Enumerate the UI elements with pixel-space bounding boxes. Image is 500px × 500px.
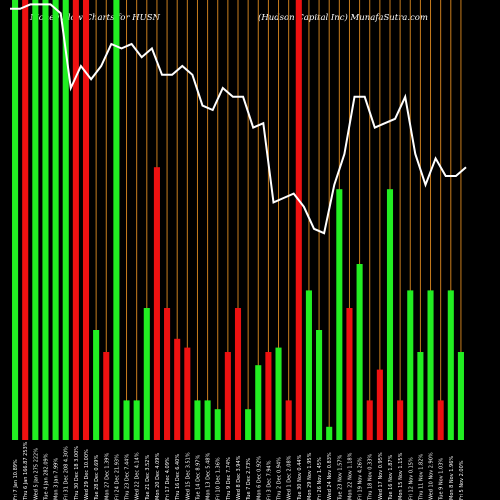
- x-tick-label: Tue 4 Jan 282.09%: [43, 453, 49, 500]
- x-tick-label: Thu 23 Dec 7.44%: [125, 454, 131, 500]
- x-tick-label: Wed 10 Nov 2.90%: [429, 452, 435, 500]
- money-flow-bar: [356, 264, 363, 440]
- money-flow-bar: [153, 167, 160, 440]
- x-tick-label: Mon 29 Nov 1.95%: [307, 452, 313, 500]
- x-tick-label: Thu 16 Dec 6.40%: [175, 454, 181, 500]
- x-tick-label: Mon 13 Dec 5.48%: [206, 453, 212, 500]
- x-tick-label: Tue 9 Nov 1.03%: [439, 458, 445, 500]
- x-tick-label: Wed 24 Nov 0.83%: [327, 452, 333, 500]
- money-flow-bar: [447, 290, 454, 440]
- x-tick-label: Fri 24 Dec 21.93%: [114, 454, 120, 500]
- money-flow-bar: [32, 0, 39, 440]
- x-tick-label: Tue 21 Dec 3.52%: [145, 455, 151, 500]
- x-tick-label: Mon 15 Nov 1.15%: [398, 452, 404, 500]
- money-flow-bar: [194, 400, 201, 440]
- money-flow-bar: [305, 290, 312, 440]
- price-line: [10, 3, 467, 235]
- money-flow-bar: [234, 308, 242, 440]
- money-flow-bar: [326, 426, 333, 440]
- money-flow-bar: [437, 400, 444, 440]
- x-tick-label: Tue 23 Nov 1.57%: [337, 454, 343, 500]
- x-tick-label: Fri 5 Nov 2.00%: [459, 460, 465, 500]
- x-tick-label: Thu 2 Dec 0.94%: [277, 457, 283, 500]
- money-flow-bar: [72, 0, 79, 440]
- x-tick-label: Mon 20 Dec 4.09%: [155, 453, 161, 500]
- x-tick-label: Thu 9 Dec 7.74%: [226, 457, 232, 500]
- money-flow-bar: [113, 0, 120, 440]
- x-tick-label: Thu 6 Jan 166.87 253%: [23, 441, 29, 500]
- x-tick-label: Mon 3 Jan 7.99%: [54, 458, 60, 500]
- money-flow-bar: [285, 400, 292, 440]
- x-tick-label: Wed 1 Dec 2.08%: [287, 455, 293, 500]
- x-tick-label: Mon 22 Nov 1.18%: [347, 452, 353, 500]
- money-flow-bar: [295, 0, 302, 440]
- money-flow-bar: [275, 347, 282, 440]
- money-flow-bar: [346, 308, 353, 440]
- x-tick-label: Mon 8 Nov 1.96%: [449, 456, 455, 500]
- x-tick-label: Mon 6 Dec 0.92%: [256, 456, 262, 500]
- x-tick-label: Tue 30 Nov 0.44%: [297, 454, 303, 500]
- money-flow-bar: [376, 369, 383, 440]
- x-tick-label: Fri 7 Jan 10.89%: [13, 459, 19, 500]
- money-flow-bar: [143, 308, 150, 440]
- money-flow-bar: [214, 409, 221, 440]
- money-flow-bar: [123, 400, 130, 440]
- money-flow-bar: [164, 308, 171, 440]
- money-flow-bar: [366, 400, 373, 440]
- money-flow-bar: [407, 290, 414, 440]
- x-tick-label: Wed 22 Dec 4.14%: [135, 452, 141, 500]
- x-tick-label: Tue 28 Dec 0.69%: [94, 455, 100, 500]
- chart-title-right: (Hudson Capital Inc) MunafaSutra.com: [258, 13, 428, 23]
- x-tick-label: Mon 27 Dec 1.39%: [104, 453, 110, 500]
- money-flow-bar: [82, 0, 90, 440]
- money-flow-bar: [417, 352, 424, 440]
- x-tick-label: Fri 3 Dec 7.94%: [266, 460, 272, 500]
- money-flow-bar: [265, 352, 272, 440]
- x-tick-label: Wed 8 Dec 3.94%: [236, 455, 242, 500]
- x-tick-label: Tue 14 Dec 8.97%: [195, 455, 201, 500]
- x-tick-label: Wed 5 Jan 275 222%: [33, 448, 39, 500]
- x-tick-label: Thu 18 Nov 0.33%: [368, 454, 374, 500]
- money-flow-bar: [204, 400, 211, 440]
- x-tick-label: Wed 29 Dec 10.00%: [84, 449, 90, 500]
- x-tick-label: Wed 17 Nov 0.95%: [378, 452, 384, 500]
- x-tick-label: Fri 12 Nov 0.15%: [408, 457, 414, 500]
- money-flow-bar: [62, 0, 69, 440]
- x-tick-label: Fri 10 Dec 1.36%: [216, 457, 222, 500]
- money-flow-bar: [103, 352, 110, 440]
- money-flow-bar: [174, 338, 181, 440]
- x-tick-label: Fri 31 Dec 208 4.30%: [64, 446, 70, 500]
- x-tick-label: Fri 26 Nov 1.45%: [317, 457, 323, 500]
- x-tick-label: Fri 17 Dec 4.09%: [165, 457, 171, 500]
- x-tick-label: Fri 19 Nov 4.26%: [358, 457, 364, 500]
- money-flow-bar: [224, 352, 231, 440]
- money-flow-bar: [184, 347, 191, 440]
- money-flow-bar: [133, 400, 140, 440]
- money-flow-bar: [245, 409, 252, 440]
- money-flow-bar: [386, 189, 394, 440]
- money-flow-bar: [93, 330, 100, 440]
- money-flow-bar: [52, 0, 59, 440]
- money-flow-bar: [457, 352, 464, 440]
- money-flow-bar: [427, 290, 434, 440]
- money-flow-bar: [12, 0, 19, 440]
- money-flow-bar: [316, 330, 323, 440]
- x-tick-label: Thu 11 Nov 1.82%: [418, 454, 424, 500]
- money-flow-bar: [255, 365, 262, 440]
- x-tick-label: Tue 7 Dec 2.73%: [246, 458, 252, 500]
- x-tick-label: Thu 30 Dec 18 3.00%: [74, 446, 80, 500]
- money-flow-bar: [42, 0, 49, 440]
- x-tick-label: Tue 16 Nov 1.87%: [388, 454, 394, 500]
- x-tick-label: Wed 15 Dec 3.51%: [185, 452, 191, 500]
- money-flow-bar: [22, 0, 29, 440]
- money-flow-bar: [397, 400, 404, 440]
- chart-title-left: Money Flow Charts for HUSN: [30, 13, 160, 23]
- money-flow-bar: [336, 189, 343, 440]
